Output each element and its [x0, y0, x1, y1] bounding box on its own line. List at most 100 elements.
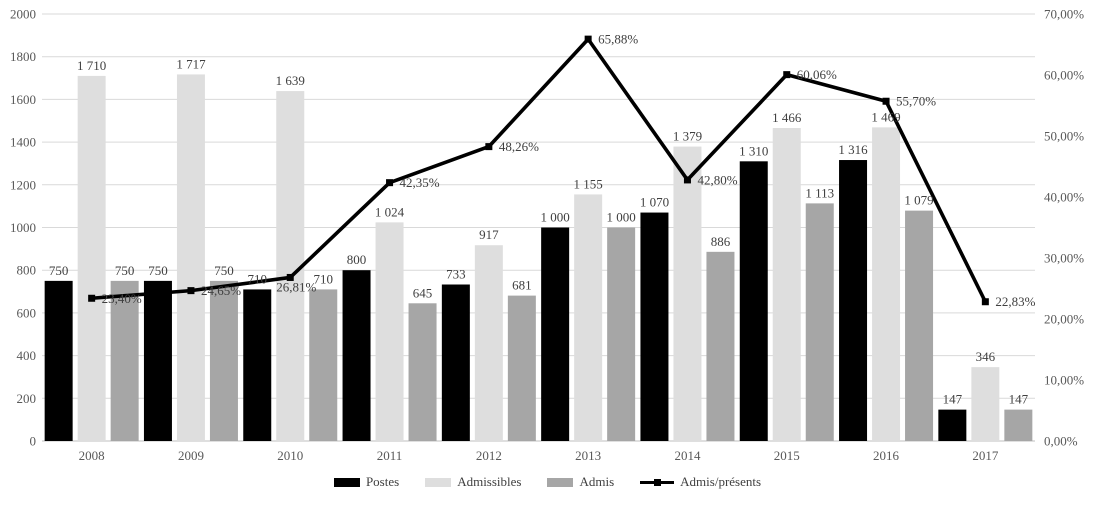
- legend-item-admis: Admis: [547, 474, 614, 490]
- bar-label-admis-2008: 750: [115, 263, 135, 278]
- y-axis-right-tick: 0,00%: [1044, 434, 1078, 449]
- bar-label-admissibles-2012: 917: [479, 227, 499, 242]
- line-label-2017: 22,83%: [995, 294, 1035, 309]
- legend-item-postes: Postes: [333, 474, 400, 490]
- bar-label-admissibles-2016: 1 469: [871, 109, 900, 124]
- x-axis-label-2016: 2016: [873, 448, 900, 463]
- line-label-2013: 65,88%: [598, 32, 638, 47]
- y-axis-left-tick: 1400: [10, 135, 36, 150]
- legend-label: Admissibles: [457, 474, 522, 489]
- y-axis-right-tick: 40,00%: [1044, 190, 1084, 205]
- y-axis-left-tick: 1600: [10, 92, 36, 107]
- y-axis-right-tick: 20,00%: [1044, 312, 1084, 327]
- line-point-2016: [882, 97, 890, 105]
- line-point-2010: [286, 273, 294, 281]
- bar-label-postes-2016: 1 316: [838, 142, 868, 157]
- bar-label-postes-2013: 1 000: [541, 210, 570, 225]
- x-axis-label-2010: 2010: [277, 448, 303, 463]
- bar-label-postes-2009: 750: [148, 263, 168, 278]
- legend-item-admis-pr-sents: Admis/présents: [640, 474, 761, 490]
- bar-postes-2010: [243, 289, 272, 441]
- bar-admissibles-2008: [77, 75, 106, 441]
- line-label-2014: 42,80%: [697, 172, 737, 187]
- bar-postes-2014: [640, 212, 669, 441]
- bar-admis-2014: [706, 251, 735, 441]
- bar-label-admissibles-2014: 1 379: [673, 129, 702, 144]
- bar-admissibles-2010: [276, 91, 305, 442]
- bar-admis-2015: [805, 203, 834, 441]
- bar-admis-2008: [110, 280, 139, 441]
- bar-admis-2017: [1004, 409, 1033, 441]
- bar-label-admissibles-2010: 1 639: [276, 73, 305, 88]
- y-axis-left-tick: 2000: [10, 7, 36, 22]
- line-label-2015: 60,06%: [797, 67, 837, 82]
- y-axis-right-tick: 50,00%: [1044, 129, 1084, 144]
- bar-label-admis-2017: 147: [1009, 392, 1029, 407]
- y-axis-left-tick: 400: [17, 348, 37, 363]
- y-axis-left-tick: 1200: [10, 177, 36, 192]
- x-axis-label-2015: 2015: [774, 448, 800, 463]
- bar-postes-2009: [143, 280, 172, 441]
- bar-label-admis-2010: 710: [314, 271, 334, 286]
- bar-label-postes-2017: 147: [943, 392, 963, 407]
- legend-swatch-line: [640, 478, 675, 487]
- legend-swatch-bar: [547, 477, 574, 487]
- bar-label-postes-2014: 1 070: [640, 195, 669, 210]
- line-point-2014: [683, 176, 691, 184]
- y-axis-right-tick: 10,00%: [1044, 373, 1084, 388]
- bar-label-postes-2011: 800: [347, 252, 367, 267]
- bar-label-postes-2015: 1 310: [739, 143, 768, 158]
- y-axis-left-tick: 1000: [10, 220, 36, 235]
- line-label-2011: 42,35%: [400, 175, 440, 190]
- bar-label-admis-2011: 645: [413, 285, 433, 300]
- bar-label-admissibles-2015: 1 466: [772, 110, 802, 125]
- bar-label-admis-2014: 886: [711, 234, 731, 249]
- legend-line-marker-icon: [653, 478, 661, 486]
- bar-postes-2012: [441, 284, 470, 441]
- bar-label-postes-2008: 750: [49, 263, 69, 278]
- bar-postes-2008: [44, 280, 73, 441]
- chart-legend: Postes Admissibles Admis Admis/présents: [0, 474, 1095, 490]
- bar-admissibles-2017: [971, 367, 1000, 441]
- line-label-2012: 48,26%: [499, 139, 539, 154]
- bar-admissibles-2012: [474, 245, 503, 441]
- bar-postes-2017: [938, 409, 967, 441]
- line-point-2015: [783, 71, 791, 79]
- bar-label-admis-2012: 681: [512, 278, 532, 293]
- bar-postes-2016: [839, 160, 868, 441]
- bar-label-admissibles-2011: 1 024: [375, 204, 405, 219]
- line-label-2016: 55,70%: [896, 94, 936, 109]
- bar-admis-2009: [209, 280, 238, 441]
- bar-admissibles-2016: [872, 127, 901, 441]
- y-axis-left-tick: 200: [17, 391, 37, 406]
- x-axis-label-2008: 2008: [79, 448, 105, 463]
- x-axis-label-2013: 2013: [575, 448, 601, 463]
- y-axis-left-tick: 600: [17, 305, 37, 320]
- bar-admis-2013: [607, 227, 636, 441]
- legend-item-admissibles: Admissibles: [425, 474, 521, 490]
- bar-label-admis-2015: 1 113: [805, 185, 834, 200]
- bar-admissibles-2013: [574, 194, 603, 441]
- bar-admissibles-2011: [375, 222, 404, 441]
- bar-postes-2015: [739, 161, 768, 441]
- legend-label: Postes: [365, 474, 400, 489]
- bar-admissibles-2009: [176, 74, 205, 441]
- bar-postes-2011: [342, 270, 371, 441]
- y-axis-right-tick: 60,00%: [1044, 68, 1084, 83]
- line-label-2010: 26,81%: [276, 279, 316, 294]
- bar-label-admis-2013: 1 000: [607, 210, 636, 225]
- bar-postes-2013: [541, 227, 570, 441]
- bar-label-admissibles-2008: 1 710: [77, 58, 106, 73]
- x-axis-label-2009: 2009: [178, 448, 204, 463]
- bar-label-admissibles-2009: 1 717: [176, 56, 206, 71]
- bar-admis-2010: [309, 289, 338, 441]
- line-point-2013: [584, 35, 592, 43]
- bar-label-admis-2016: 1 079: [904, 193, 933, 208]
- y-axis-left-tick: 1800: [10, 49, 36, 64]
- bar-label-admissibles-2013: 1 155: [574, 176, 603, 191]
- line-label-2008: 23,40%: [102, 291, 142, 306]
- bar-admis-2011: [408, 303, 437, 441]
- line-point-2011: [386, 179, 394, 187]
- bar-admis-2012: [507, 295, 536, 441]
